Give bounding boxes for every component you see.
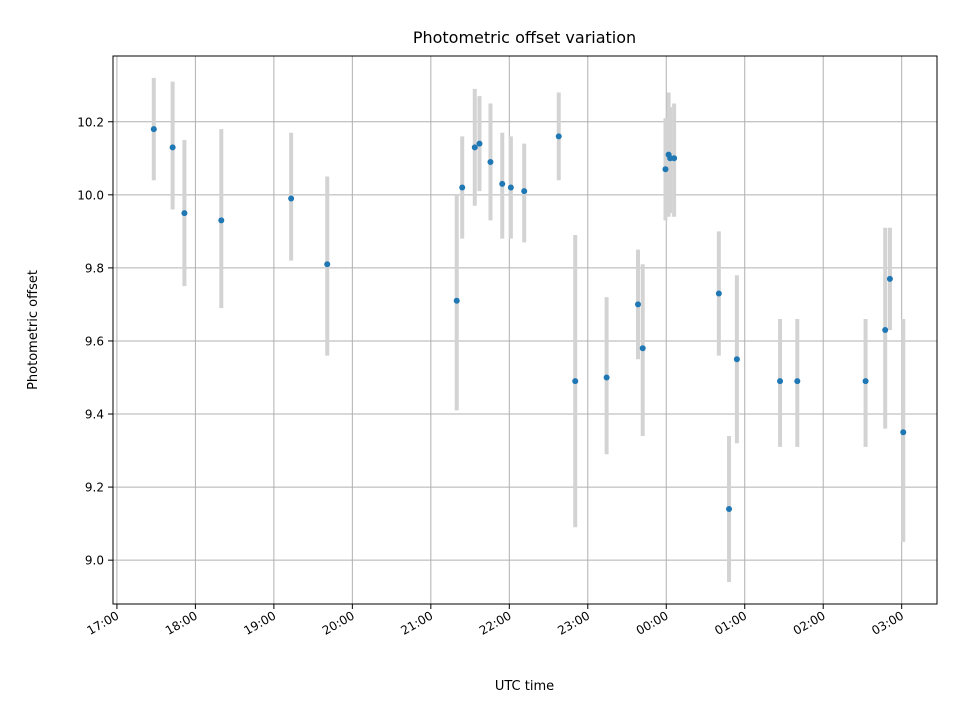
x-axis-label: UTC time — [495, 679, 554, 694]
data-point — [715, 290, 722, 297]
data-point — [777, 378, 784, 385]
point-layer — [150, 126, 907, 513]
data-point — [499, 180, 506, 187]
data-point — [603, 374, 610, 381]
data-point — [662, 166, 669, 173]
data-point — [635, 301, 642, 308]
chart-title: Photometric offset variation — [413, 28, 636, 47]
data-point — [671, 155, 678, 162]
y-tick-label: 10.0 — [77, 188, 104, 202]
y-axis-label: Photometric offset — [26, 270, 41, 390]
y-tick-label: 9.6 — [85, 334, 104, 348]
data-point — [572, 378, 579, 385]
data-point — [324, 261, 331, 268]
data-point — [218, 217, 225, 224]
data-point — [794, 378, 801, 385]
data-point — [181, 210, 188, 217]
data-point — [169, 144, 176, 151]
data-point — [459, 184, 466, 191]
plot-frame — [112, 55, 938, 605]
data-point — [726, 506, 733, 513]
data-point — [288, 195, 295, 202]
data-point — [900, 429, 907, 436]
data-point — [555, 133, 562, 140]
y-tick-label: 9.2 — [85, 481, 104, 495]
data-point — [886, 275, 893, 282]
data-point — [476, 140, 483, 147]
data-point — [882, 327, 889, 333]
data-point — [733, 356, 740, 363]
data-point — [471, 144, 478, 151]
y-tick-label: 9.4 — [85, 408, 104, 422]
y-tick-label: 9.0 — [85, 554, 104, 568]
y-tick-label: 9.8 — [85, 261, 104, 275]
data-point — [862, 378, 869, 385]
data-point — [150, 126, 157, 133]
data-point — [639, 345, 646, 352]
data-point — [507, 184, 514, 191]
data-point — [453, 297, 460, 304]
data-point — [521, 188, 528, 195]
y-tick-label: 10.2 — [77, 115, 104, 129]
data-point — [487, 158, 494, 165]
